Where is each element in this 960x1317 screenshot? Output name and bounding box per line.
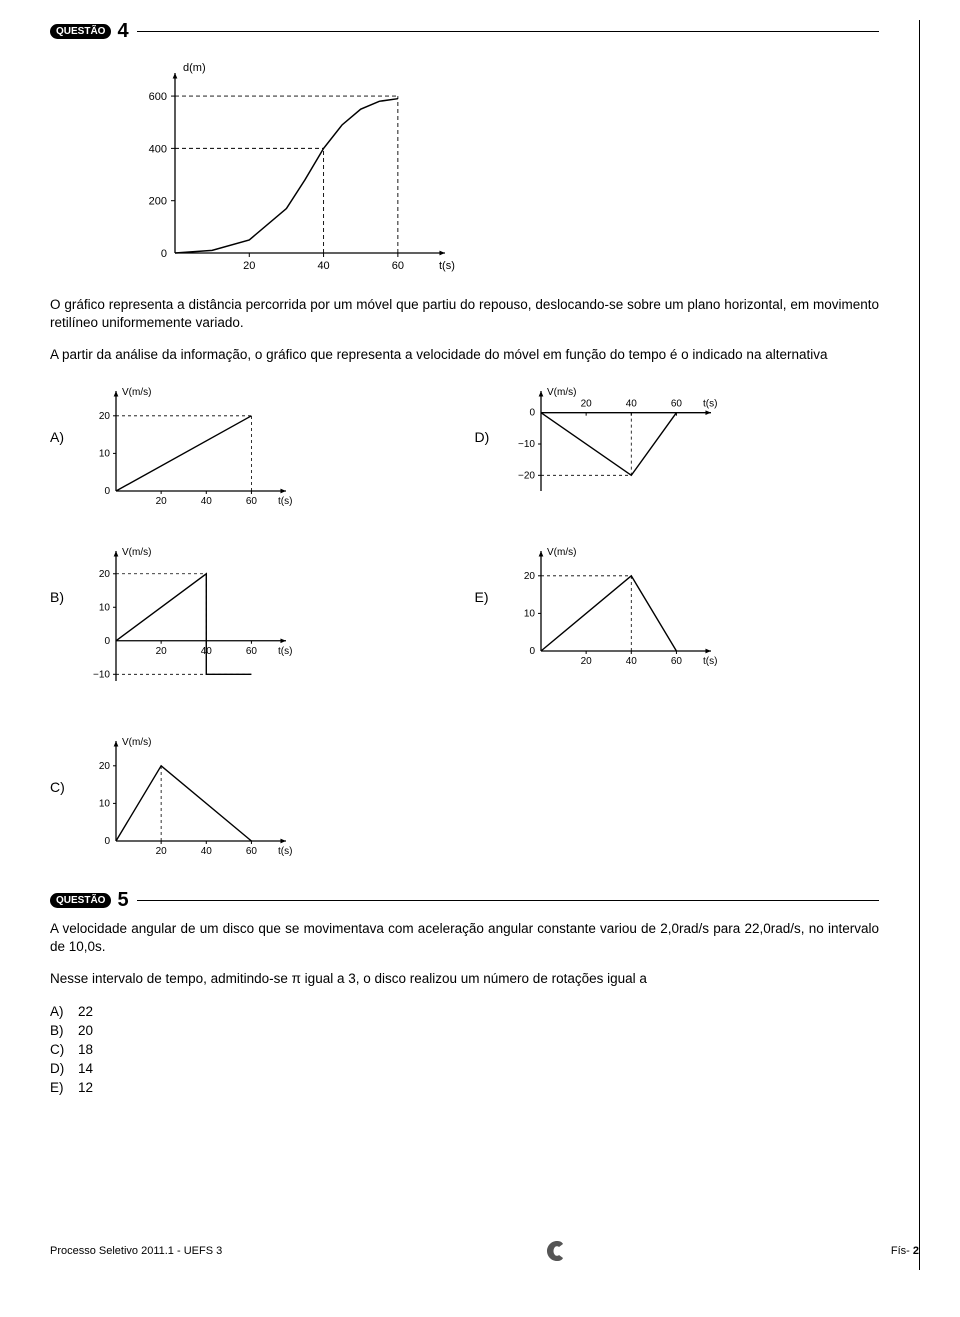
svg-text:0: 0 <box>104 635 110 646</box>
svg-text:0: 0 <box>104 486 110 497</box>
svg-text:V(m/s): V(m/s) <box>547 387 576 398</box>
svg-text:20: 20 <box>523 570 535 581</box>
option-D: D) −20 −10 0 20 40 60 V(m/s) t(s) <box>475 379 880 509</box>
svg-text:d(m): d(m) <box>183 62 206 74</box>
svg-text:40: 40 <box>201 496 213 507</box>
q4-options: A) 0 10 20 20 40 60 V(m/s) t(s) D) −20 −10 0 20 40 6… <box>50 379 879 859</box>
svg-text:10: 10 <box>99 798 111 809</box>
svg-text:V(m/s): V(m/s) <box>122 737 151 748</box>
svg-text:20: 20 <box>99 410 111 421</box>
option-letter-E: E) <box>475 539 499 605</box>
option-letter-B: B) <box>50 539 74 605</box>
answer-row: A)22 <box>50 1002 879 1021</box>
main-chart-q4: 0 200 400 600 20 40 60 d(m) t(s) <box>120 53 879 286</box>
svg-text:0: 0 <box>104 836 110 847</box>
svg-text:20: 20 <box>99 568 111 579</box>
svg-text:t(s): t(s) <box>278 496 292 507</box>
svg-text:t(s): t(s) <box>439 260 455 272</box>
q4-text-1: O gráfico representa a distância percorr… <box>50 296 879 332</box>
option-C: C) 0 10 20 20 40 60 V(m/s) t(s) <box>50 729 455 859</box>
page-footer: Processo Seletivo 2011.1 - UEFS 3 Fís- 2 <box>50 1232 919 1270</box>
svg-text:10: 10 <box>523 608 535 619</box>
svg-text:−10: −10 <box>518 439 535 450</box>
question-number: 5 <box>117 889 128 912</box>
footer-right: Fís- 2 <box>891 1245 919 1257</box>
svg-text:60: 60 <box>670 656 682 667</box>
svg-text:60: 60 <box>246 496 258 507</box>
svg-text:10: 10 <box>99 448 111 459</box>
q5-text-2: Nesse intervalo de tempo, admitindo-se π… <box>50 970 879 988</box>
svg-text:V(m/s): V(m/s) <box>122 387 151 398</box>
answer-row: C)18 <box>50 1040 879 1059</box>
svg-text:40: 40 <box>625 398 637 409</box>
svg-text:20: 20 <box>243 260 255 272</box>
svg-text:0: 0 <box>529 407 535 418</box>
svg-text:20: 20 <box>580 398 592 409</box>
svg-text:−20: −20 <box>518 470 535 481</box>
svg-text:20: 20 <box>156 496 168 507</box>
svg-text:60: 60 <box>392 260 404 272</box>
option-A: A) 0 10 20 20 40 60 V(m/s) t(s) <box>50 379 455 509</box>
option-letter-D: D) <box>475 379 499 445</box>
svg-text:t(s): t(s) <box>703 656 717 667</box>
svg-text:−10: −10 <box>93 669 110 680</box>
question-5-header: QUESTÃO 5 <box>50 889 879 912</box>
svg-text:20: 20 <box>156 846 168 857</box>
svg-text:20: 20 <box>580 656 592 667</box>
svg-text:40: 40 <box>201 846 213 857</box>
svg-text:60: 60 <box>670 398 682 409</box>
svg-text:0: 0 <box>161 248 167 260</box>
svg-text:t(s): t(s) <box>278 846 292 857</box>
header-rule <box>137 900 879 901</box>
svg-text:600: 600 <box>149 91 167 103</box>
svg-text:20: 20 <box>156 645 168 656</box>
svg-text:20: 20 <box>99 760 111 771</box>
svg-text:60: 60 <box>246 846 258 857</box>
option-B: B) −1001020204060V(m/s)t(s) <box>50 539 455 699</box>
svg-text:400: 400 <box>149 143 167 155</box>
q4-text-2: A partir da análise da informação, o grá… <box>50 346 879 364</box>
svg-text:t(s): t(s) <box>278 645 292 656</box>
question-badge: QUESTÃO <box>50 24 111 39</box>
svg-text:V(m/s): V(m/s) <box>122 547 151 558</box>
answer-row: E)12 <box>50 1078 879 1097</box>
svg-text:60: 60 <box>246 645 258 656</box>
option-E: E) 0 10 20 20 40 60 V(m/s) t(s) <box>475 539 880 699</box>
answer-row: B)20 <box>50 1021 879 1040</box>
option-letter-C: C) <box>50 729 74 795</box>
footer-left: Processo Seletivo 2011.1 - UEFS 3 <box>50 1245 222 1257</box>
footer-logo-icon <box>544 1238 570 1264</box>
q5-text-1: A velocidade angular de um disco que se … <box>50 920 879 956</box>
svg-text:0: 0 <box>529 646 535 657</box>
question-badge: QUESTÃO <box>50 893 111 908</box>
q5-answers: A)22 B)20 C)18 D)14 E)12 <box>50 1002 879 1097</box>
answer-row: D)14 <box>50 1059 879 1078</box>
header-rule <box>137 31 879 32</box>
svg-text:40: 40 <box>317 260 329 272</box>
svg-text:200: 200 <box>149 196 167 208</box>
question-4-header: QUESTÃO 4 <box>50 20 879 43</box>
option-letter-A: A) <box>50 379 74 445</box>
question-number: 4 <box>117 20 128 43</box>
svg-text:40: 40 <box>625 656 637 667</box>
svg-text:t(s): t(s) <box>703 398 717 409</box>
svg-text:10: 10 <box>99 602 111 613</box>
svg-text:V(m/s): V(m/s) <box>547 547 576 558</box>
